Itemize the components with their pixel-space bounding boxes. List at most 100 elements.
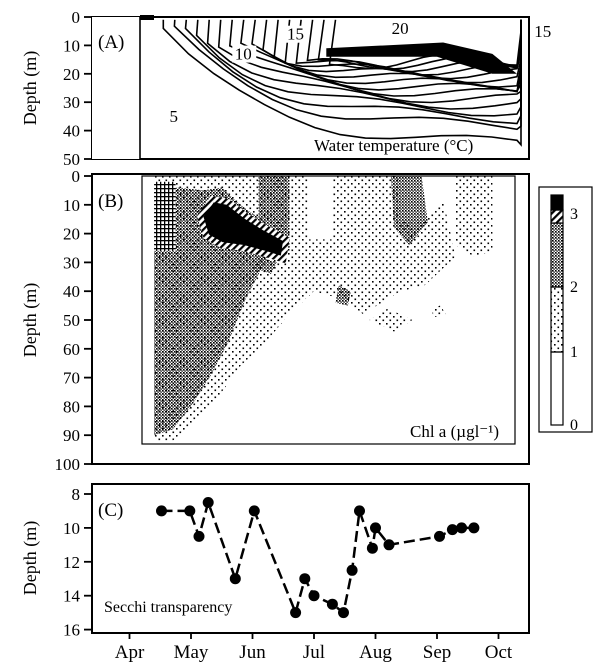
panel-b-y-tick-label: 0 bbox=[72, 167, 81, 186]
secchi-point bbox=[366, 542, 378, 554]
panel-a-surface-mark bbox=[140, 15, 154, 20]
isotherm-label: 10 bbox=[235, 45, 252, 64]
panel-a-label: (A) bbox=[98, 32, 124, 53]
panel-b-y-tick-label: 80 bbox=[63, 397, 80, 416]
legend-swatch-max bbox=[550, 194, 564, 211]
isotherm-label-bg bbox=[389, 20, 414, 38]
legend-tick-1: 1 bbox=[570, 344, 578, 361]
legend-swatch-1-2 bbox=[550, 286, 564, 353]
panel-c-x-axis: Apr May Jun Jul Aug Sep Oct bbox=[115, 633, 513, 663]
panel-a-y-axis: 0 10 20 30 40 50 bbox=[63, 8, 92, 169]
panel-a-y-tick-label: 10 bbox=[63, 36, 80, 55]
isotherm-7 bbox=[184, 19, 522, 125]
panel-b-annotation: Chl a (µgl⁻¹) bbox=[410, 422, 499, 441]
chl-legend: 0 1 2 3 bbox=[538, 186, 593, 434]
legend-swatch-0-1 bbox=[550, 351, 564, 426]
panel-c-x-tick-label: Apr bbox=[115, 642, 145, 663]
secchi-points bbox=[156, 497, 480, 619]
secchi-point bbox=[468, 522, 480, 534]
panel-c-ylabel: Depth (m) bbox=[20, 521, 41, 595]
panel-c-y-tick-label: 10 bbox=[63, 519, 80, 538]
panel-c-annotation: Secchi transparency bbox=[104, 599, 232, 616]
legend-frame bbox=[538, 186, 593, 433]
chl-region-3-ring bbox=[196, 195, 290, 264]
panel-b-label: (B) bbox=[98, 191, 123, 212]
isotherm-label: 20 bbox=[392, 19, 409, 38]
panel-b-y-tick-label: 50 bbox=[63, 311, 80, 330]
secchi-point bbox=[456, 522, 468, 534]
panel-a-y-tick-label: 40 bbox=[63, 122, 80, 141]
legend-tick-2: 2 bbox=[570, 279, 578, 296]
secchi-point bbox=[299, 573, 311, 585]
panel-c-y-tick-label: 8 bbox=[72, 485, 81, 504]
isotherm-label-bg bbox=[162, 108, 187, 126]
isotherm-14 bbox=[262, 19, 522, 88]
secchi-point bbox=[193, 530, 205, 542]
panel-a-nodata bbox=[92, 17, 140, 159]
panel-a-y-tick-label: 20 bbox=[63, 65, 80, 84]
legend-swatch-2-3 bbox=[550, 222, 564, 288]
legend-tick-3: 3 bbox=[570, 206, 578, 223]
chl-region-2-3 bbox=[335, 285, 351, 306]
panel-a-y-tick-label: 30 bbox=[63, 93, 80, 112]
panel-b-y-tick-label: 70 bbox=[63, 369, 80, 388]
panel-b-ylabel: Depth (m) bbox=[20, 283, 41, 357]
secchi-point bbox=[184, 505, 196, 517]
chlorophyll-regions bbox=[154, 176, 493, 441]
panel-c-y-tick-label: 14 bbox=[63, 587, 81, 606]
chl-region-2-3 bbox=[255, 256, 278, 274]
secchi-point bbox=[326, 598, 338, 610]
secchi-point bbox=[370, 522, 381, 534]
legend-tick-0: 0 bbox=[570, 417, 578, 434]
chl-region-grid bbox=[154, 181, 176, 251]
secchi-point bbox=[202, 497, 214, 508]
secchi-point bbox=[156, 505, 167, 517]
isotherm-label: 15 bbox=[287, 25, 304, 44]
panel-b-y-tick-label: 20 bbox=[63, 225, 80, 244]
secchi-point bbox=[346, 564, 358, 576]
panel-b-y-tick-label: 40 bbox=[63, 282, 80, 301]
panel-a: 5 10 15 20 15 0 10 20 30 40 50 (A) Water temperat… bbox=[20, 8, 556, 169]
isotherm-labels: 5 10 15 20 15 bbox=[162, 19, 556, 126]
panel-c-x-tick-label: Oct bbox=[485, 642, 513, 663]
panel-c-x-tick-label: Aug bbox=[359, 642, 392, 663]
isotherm-label-bg bbox=[232, 45, 257, 63]
panel-b-y-tick-label: 10 bbox=[63, 196, 80, 215]
secchi-point bbox=[229, 573, 241, 585]
secchi-point bbox=[290, 607, 302, 619]
isotherm-8 bbox=[195, 19, 522, 117]
panel-a-ylabel: Depth (m) bbox=[20, 51, 41, 125]
secchi-point bbox=[354, 505, 365, 517]
isotherm-label: 5 bbox=[170, 107, 179, 126]
panel-c-label: (C) bbox=[98, 500, 123, 521]
panel-b-y-tick-label: 90 bbox=[63, 426, 80, 445]
panel-c-x-tick-label: Jun bbox=[239, 642, 266, 663]
thermocline-band bbox=[326, 42, 517, 74]
isotherm-label: 15 bbox=[534, 22, 551, 41]
panel-b: 0 10 20 30 40 50 60 70 80 90 100 (B) Chl a (µgl⁻¹)… bbox=[20, 167, 530, 474]
chl-region-1-2 bbox=[369, 308, 413, 332]
panel-b-y-tick-label: 100 bbox=[55, 455, 81, 474]
panel-b-y-tick-label: 60 bbox=[63, 340, 80, 359]
panel-c-frame bbox=[91, 483, 530, 634]
isotherm-label-bg bbox=[531, 22, 556, 40]
panel-c-x-tick-label: Sep bbox=[423, 642, 452, 663]
panel-c-y-tick-label: 16 bbox=[63, 621, 80, 640]
secchi-point bbox=[338, 607, 349, 619]
secchi-point bbox=[434, 530, 445, 542]
panel-b-frame bbox=[91, 173, 530, 465]
isotherm-label-bg bbox=[284, 25, 309, 43]
panel-b-y-tick-label: 30 bbox=[63, 253, 80, 272]
panel-c-x-tick-label: May bbox=[174, 642, 209, 663]
secchi-point bbox=[248, 505, 260, 517]
isotherm-6 bbox=[173, 19, 522, 131]
isotherm-5 bbox=[162, 19, 522, 147]
isotherm-lines bbox=[162, 19, 522, 147]
panel-c-y-tick-label: 12 bbox=[63, 553, 80, 572]
panel-a-y-tick-label: 50 bbox=[63, 150, 80, 169]
secchi-point bbox=[446, 524, 458, 536]
chl-region-1-2 bbox=[455, 176, 493, 257]
chl-region-1-2 bbox=[430, 305, 447, 318]
panel-b-y-axis: 0 10 20 30 40 50 60 70 80 90 100 bbox=[55, 167, 92, 474]
